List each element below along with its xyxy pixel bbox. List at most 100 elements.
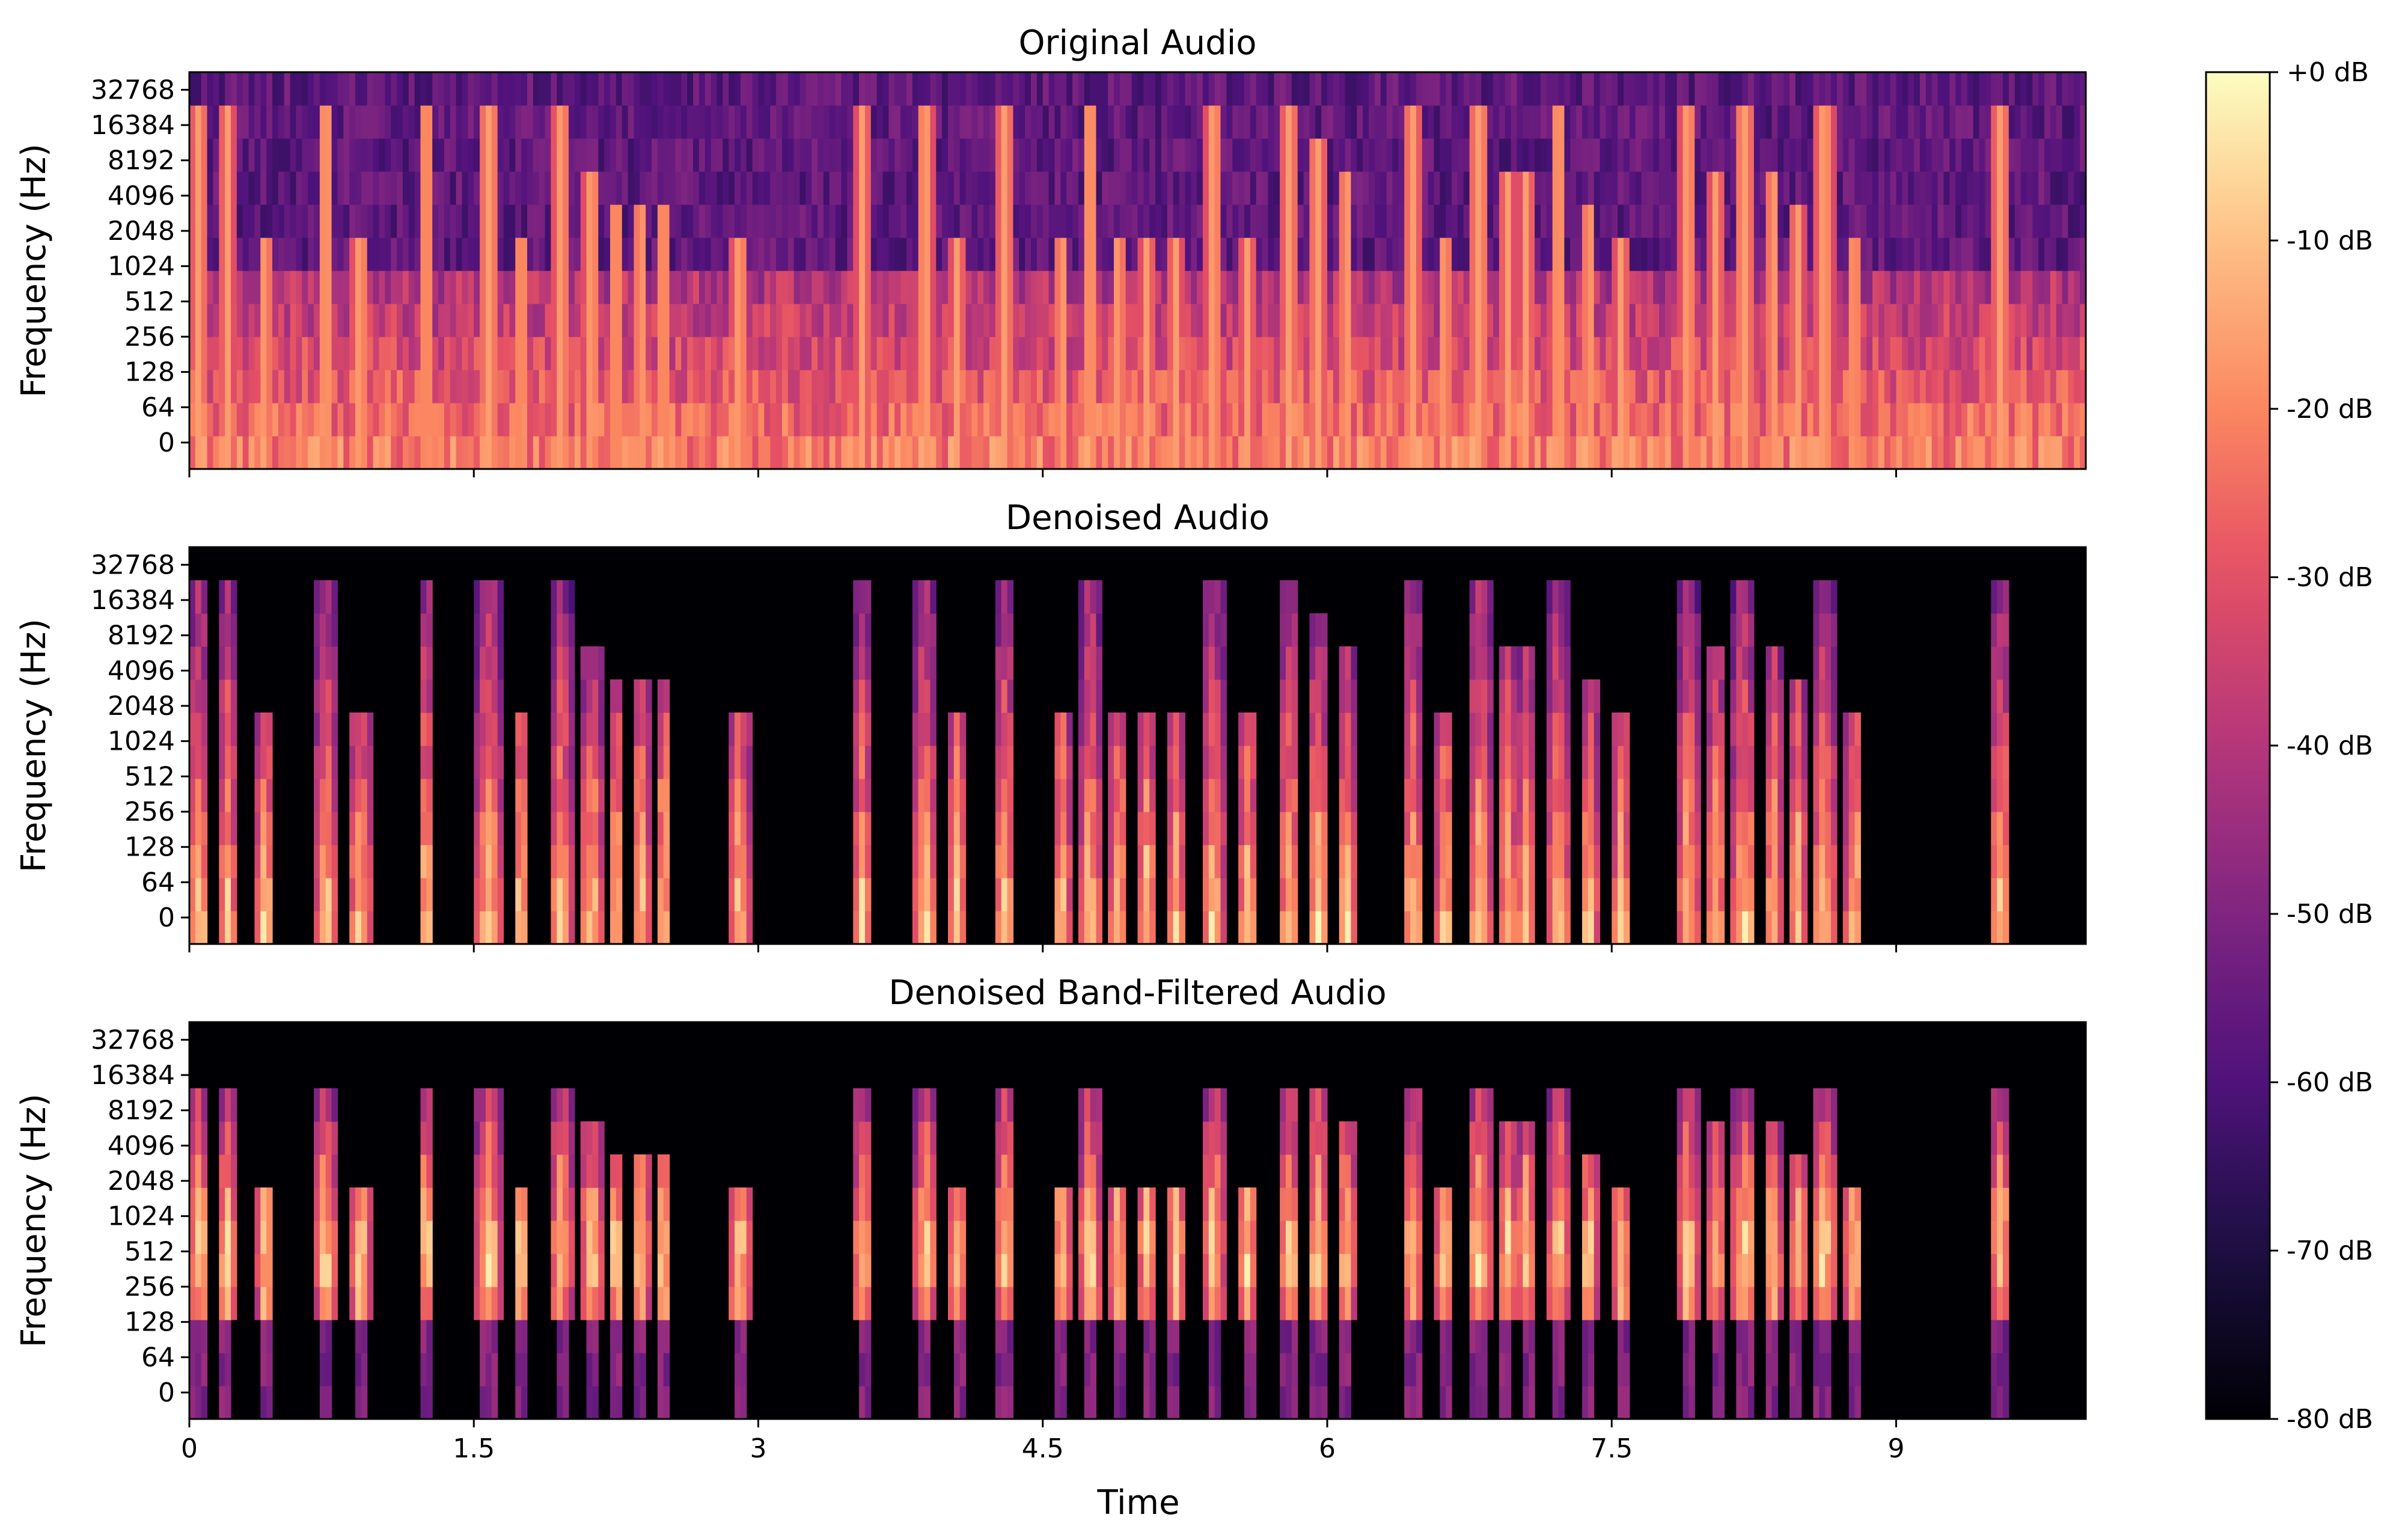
- spectrogram-bin: [1807, 237, 1814, 271]
- spectrogram-bin: [1925, 138, 1933, 172]
- spectrogram-bin: [1487, 72, 1494, 106]
- spectrogram-bin: [414, 171, 421, 205]
- spectrogram-bin: [1208, 646, 1215, 680]
- spectrogram-bin: [586, 646, 593, 680]
- spectrogram-bin: [1594, 237, 1601, 271]
- spectrogram-bin: [1274, 237, 1280, 271]
- spectrogram-bin: [1860, 138, 1867, 172]
- spectrogram-bin: [1469, 370, 1476, 403]
- spectrogram-bin: [1149, 105, 1156, 139]
- spectrogram-bin: [1753, 337, 1761, 370]
- spectrogram-bin: [1664, 436, 1672, 470]
- spectrogram-bin: [930, 403, 937, 437]
- spectrogram-bin: [622, 370, 629, 403]
- spectrogram-bin: [1119, 403, 1126, 437]
- spectrogram-bin: [1664, 237, 1672, 271]
- spectrogram-bin: [1707, 812, 1713, 845]
- spectrogram-bin: [1108, 845, 1114, 878]
- spectrogram-bin: [1345, 679, 1352, 713]
- spectrogram-bin: [1896, 237, 1902, 271]
- spectrogram-bin: [995, 779, 1002, 812]
- spectrogram-bin: [272, 271, 279, 304]
- spectrogram-bin: [1552, 613, 1559, 647]
- spectrogram-bin: [1392, 436, 1399, 470]
- spectrogram-bin: [598, 337, 605, 370]
- spectrogram-bin: [1007, 812, 1014, 845]
- spectrogram-bin: [1890, 204, 1897, 238]
- spectrogram-bin: [930, 712, 937, 746]
- spectrogram-bin: [1783, 271, 1790, 304]
- spectrogram-bin: [1588, 845, 1595, 878]
- spectrogram-bin: [1161, 436, 1168, 470]
- spectrogram-bin: [817, 72, 824, 106]
- spectrogram-bin: [1446, 779, 1452, 812]
- spectrogram-bin: [195, 72, 202, 106]
- spectrogram-bin: [586, 271, 593, 304]
- spectrogram-bin: [1475, 105, 1482, 139]
- spectrogram-bin: [1618, 403, 1624, 437]
- spectrogram-bin: [592, 746, 599, 779]
- spectrogram-bin: [2044, 436, 2051, 470]
- spectrogram-bin: [231, 304, 237, 337]
- spectrogram-bin: [1226, 304, 1233, 337]
- spectrogram-bin: [752, 105, 759, 139]
- spectrogram-bin: [1594, 271, 1601, 304]
- spectrogram-bin: [1682, 712, 1690, 746]
- spectrogram-bin: [1813, 337, 1820, 370]
- spectrogram-bin: [1552, 337, 1559, 370]
- spectrogram-bin: [729, 304, 735, 337]
- spectrogram-bin: [1244, 812, 1251, 845]
- spectrogram-bin: [1606, 138, 1612, 172]
- spectrogram-bin: [361, 138, 368, 172]
- spectrogram-bin: [1244, 370, 1251, 403]
- spectrogram-bin: [503, 138, 510, 172]
- spectrogram-bin: [953, 271, 961, 304]
- spectrogram-bin: [1108, 271, 1114, 304]
- spectrogram-bin: [1866, 403, 1873, 437]
- spectrogram-bin: [1386, 72, 1393, 106]
- spectrogram-bin: [533, 204, 540, 238]
- spectrogram-bin: [319, 403, 326, 437]
- spectrogram-bin: [1001, 812, 1008, 845]
- spectrogram-bin: [746, 779, 753, 812]
- spectrogram-bin: [1505, 679, 1512, 713]
- spectrogram-bin: [1143, 746, 1150, 779]
- spectrogram-bin: [1612, 911, 1618, 945]
- spectrogram-bin: [752, 304, 759, 337]
- spectrogram-bin: [1712, 304, 1719, 337]
- spectrogram-bin: [426, 878, 433, 911]
- spectrogram-bin: [634, 746, 640, 779]
- spectrogram-bin: [1410, 403, 1417, 437]
- spectrogram-bin: [811, 171, 818, 205]
- spectrogram-bin: [864, 712, 872, 746]
- spectrogram-bin: [918, 779, 925, 812]
- spectrogram-bin: [2008, 271, 2015, 304]
- spectrogram-bin: [1813, 138, 1820, 172]
- spectrogram-bin: [1540, 204, 1547, 238]
- spectrogram-bin: [1386, 403, 1393, 437]
- spectrogram-bin: [219, 304, 225, 337]
- spectrogram-bin: [480, 613, 486, 647]
- spectrogram-bin: [2056, 105, 2063, 139]
- spectrogram-bin: [681, 370, 688, 403]
- spectrogram-bin: [408, 171, 415, 205]
- spectrogram-bin: [563, 580, 569, 614]
- spectrogram-bin: [236, 204, 243, 238]
- spectrogram-bin: [1315, 171, 1322, 205]
- spectrogram-bin: [942, 138, 949, 172]
- spectrogram-bin: [1345, 746, 1352, 779]
- spectrogram-bin: [480, 712, 486, 746]
- spectrogram-bin: [586, 72, 593, 106]
- spectrogram-bin: [1250, 271, 1257, 304]
- y-axis-label: Frequency (Hz): [14, 144, 53, 397]
- spectrogram-bin: [1185, 304, 1191, 337]
- spectrogram-bin: [776, 271, 783, 304]
- spectrogram-bin: [628, 304, 635, 337]
- spectrogram-bin: [1374, 436, 1381, 470]
- spectrogram-bin: [793, 436, 801, 470]
- spectrogram-bin: [1600, 171, 1606, 205]
- spectrogram-bin: [296, 105, 302, 139]
- spectrogram-bin: [1220, 271, 1227, 304]
- spectrogram-bin: [598, 436, 605, 470]
- spectrogram-bin: [1736, 72, 1743, 106]
